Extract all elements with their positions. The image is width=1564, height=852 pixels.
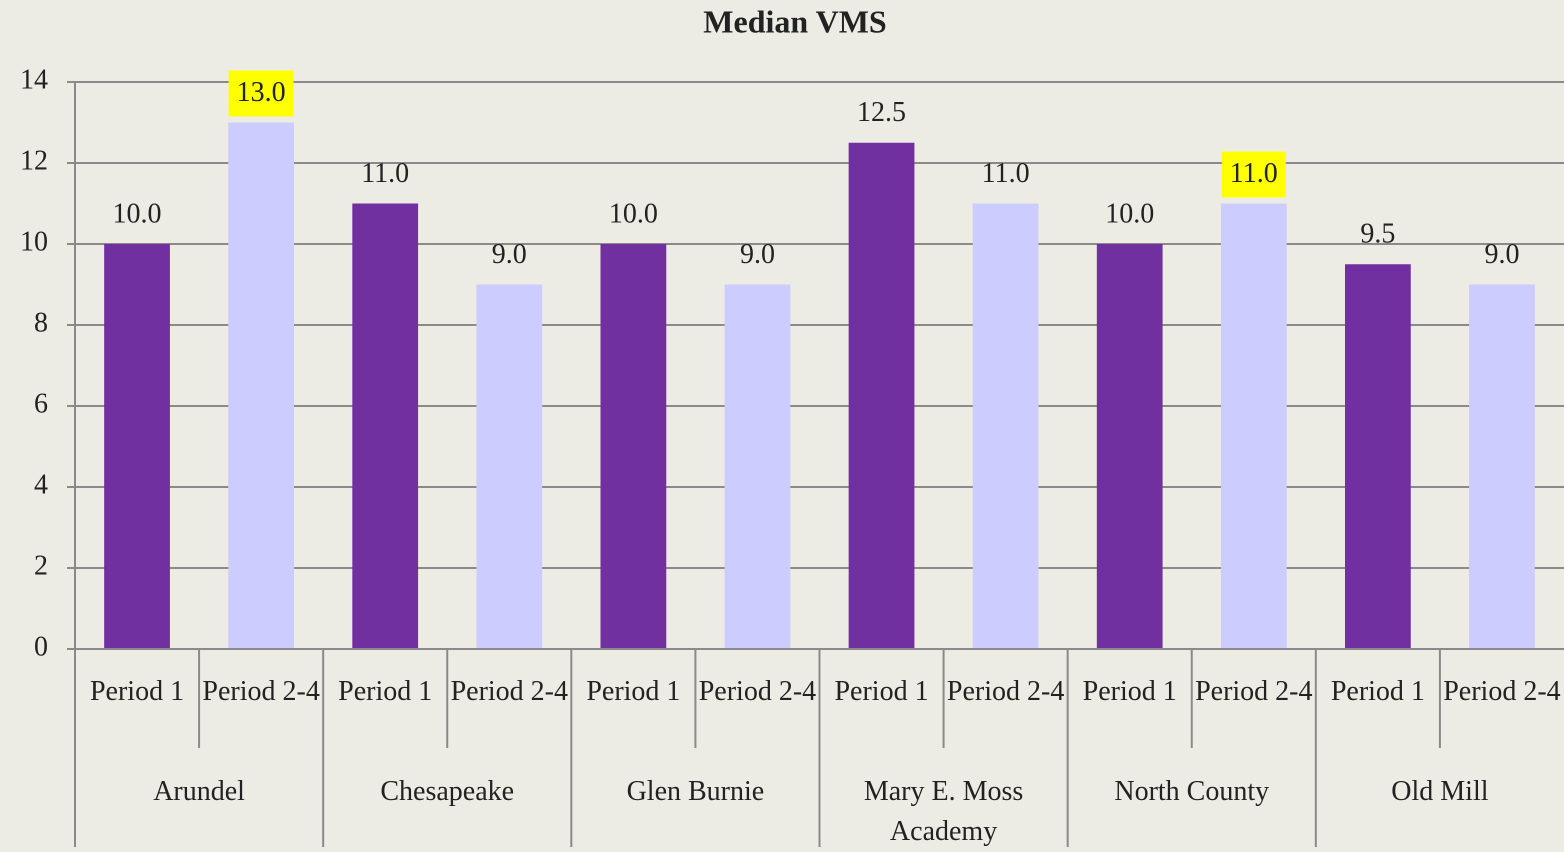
- y-tick-label: 8: [34, 307, 48, 338]
- group-label: North County: [1114, 776, 1270, 807]
- bar: [1469, 284, 1535, 649]
- x-tick-label: Period 1: [338, 676, 433, 707]
- bar: [600, 244, 667, 649]
- value-label: 11.0: [982, 158, 1030, 189]
- value-label: 9.0: [492, 239, 527, 270]
- x-tick-label: Period 1: [1330, 676, 1425, 707]
- value-label-group: 9.5: [1360, 219, 1395, 250]
- value-label: 12.5: [857, 97, 906, 128]
- x-tick-label: Period 2-4: [946, 676, 1065, 707]
- value-label: 10.0: [113, 198, 162, 229]
- x-tick-label: Period 1: [89, 676, 185, 707]
- y-tick-label: 12: [20, 145, 48, 176]
- value-label-group: 13.0: [228, 70, 294, 117]
- bar: [104, 244, 170, 649]
- group-label: Old Mill: [1391, 776, 1489, 807]
- group-label: Mary E. Moss Academy: [863, 776, 1024, 847]
- value-label: 10.0: [1105, 198, 1154, 229]
- value-label: 11.0: [361, 158, 409, 189]
- value-label-group: 11.0: [982, 158, 1030, 189]
- y-tick-label: 10: [20, 226, 48, 257]
- value-label: 9.5: [1360, 219, 1395, 250]
- x-tick-label: Period 2-4: [450, 676, 568, 707]
- x-tick-label: Period 2-4: [1443, 676, 1561, 707]
- bar: [848, 142, 915, 649]
- value-label-group: 9.0: [492, 239, 527, 270]
- x-tick-label: Period 1: [586, 676, 681, 707]
- value-label: 9.0: [740, 239, 775, 270]
- value-label-group: 10.0: [609, 198, 658, 229]
- value-label-group: 12.5: [857, 97, 906, 128]
- x-tick-label: Period 1: [834, 676, 929, 707]
- x-tick-label: Period 2-4: [202, 676, 320, 707]
- bar: [972, 203, 1039, 649]
- bar: [476, 284, 543, 649]
- bar: [724, 284, 791, 649]
- y-tick-label: 2: [34, 550, 48, 581]
- bar: [352, 203, 419, 649]
- value-label: 11.0: [1230, 158, 1278, 189]
- y-tick-label: 0: [34, 631, 48, 662]
- x-tick-label: Period 2-4: [1195, 676, 1313, 707]
- y-tick-label: 6: [34, 388, 48, 419]
- value-label: 10.0: [609, 198, 658, 229]
- bar: [1220, 203, 1287, 649]
- value-label-group: 11.0: [361, 158, 409, 189]
- group-label: Chesapeake: [380, 776, 515, 807]
- value-label-group: 10.0: [113, 198, 162, 229]
- highlight: [1221, 151, 1286, 198]
- y-tick-label: 4: [34, 469, 48, 500]
- x-tick-label: Period 1: [1082, 676, 1177, 707]
- y-tick-label: 14: [20, 64, 48, 95]
- group-label: Arundel: [153, 776, 245, 807]
- value-label-group: 10.0: [1105, 198, 1154, 229]
- group-label: Glen Burnie: [626, 776, 765, 807]
- x-tick-label: Period 2-4: [698, 676, 817, 707]
- highlight: [228, 70, 294, 117]
- value-label-group: 9.0: [1484, 239, 1519, 270]
- value-label-group: 11.0: [1221, 151, 1286, 198]
- bar: [1096, 244, 1163, 649]
- chart-title: Median VMS: [703, 3, 886, 39]
- value-label: 13.0: [237, 77, 286, 108]
- bar: [228, 122, 295, 649]
- bar: [1344, 264, 1411, 649]
- value-label: 9.0: [1484, 239, 1519, 270]
- value-label-group: 9.0: [740, 239, 775, 270]
